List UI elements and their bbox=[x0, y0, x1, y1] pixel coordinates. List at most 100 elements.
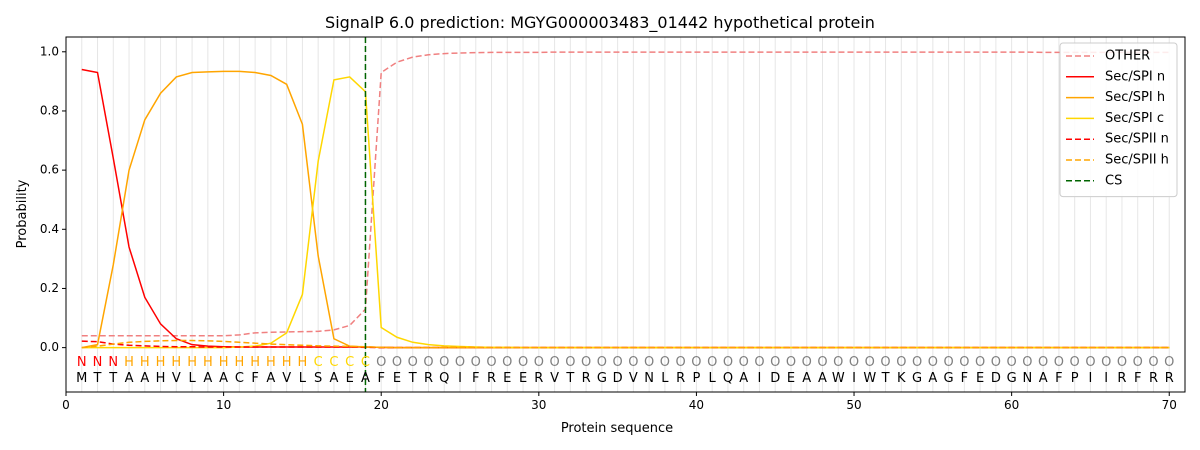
region-label: O bbox=[1117, 355, 1127, 370]
x-tick-label: 10 bbox=[216, 398, 231, 412]
sequence-letter: R bbox=[582, 371, 591, 386]
region-label: O bbox=[1164, 355, 1174, 370]
sequence-letter: L bbox=[661, 371, 669, 386]
region-label: O bbox=[628, 355, 638, 370]
region-label: O bbox=[581, 355, 591, 370]
sequence-letter: R bbox=[487, 371, 496, 386]
sequence-letter: T bbox=[408, 371, 417, 386]
sequence-letter: G bbox=[1007, 371, 1017, 386]
region-label: O bbox=[991, 355, 1001, 370]
sequence-letters-layer: NMNTNTHAHAHHHVHLHAHAHCHFHAHVHLCSCACECAOF… bbox=[76, 355, 1174, 386]
region-label: O bbox=[817, 355, 827, 370]
sequence-letter: F bbox=[377, 371, 384, 386]
sequence-letter: G bbox=[597, 371, 607, 386]
sequence-letter: R bbox=[534, 371, 543, 386]
sequence-letter: N bbox=[1023, 371, 1033, 386]
region-label: O bbox=[880, 355, 890, 370]
region-label: O bbox=[786, 355, 796, 370]
x-tick-label: 0 bbox=[62, 398, 70, 412]
sequence-letter: L bbox=[709, 371, 717, 386]
x-tick-label: 30 bbox=[531, 398, 546, 412]
legend-label: Sec/SPI n bbox=[1105, 69, 1165, 84]
region-label: O bbox=[565, 355, 575, 370]
sequence-letter: A bbox=[802, 371, 811, 386]
y-tick-label: 0.2 bbox=[40, 281, 59, 295]
sequence-letter: V bbox=[550, 371, 559, 386]
sequence-letter: T bbox=[881, 371, 890, 386]
region-label: H bbox=[187, 355, 197, 370]
sequence-letter: E bbox=[393, 371, 401, 386]
region-label: O bbox=[518, 355, 528, 370]
region-label: C bbox=[345, 355, 354, 370]
region-label: O bbox=[833, 355, 843, 370]
region-label: H bbox=[140, 355, 150, 370]
sequence-letter: F bbox=[251, 371, 258, 386]
sequence-letter: I bbox=[1104, 371, 1108, 386]
sequence-letter: T bbox=[565, 371, 574, 386]
region-label: O bbox=[376, 355, 386, 370]
sequence-letter: I bbox=[458, 371, 462, 386]
region-label: N bbox=[108, 355, 118, 370]
sequence-letter: T bbox=[93, 371, 102, 386]
region-label: O bbox=[1085, 355, 1095, 370]
sequence-letter: E bbox=[346, 371, 354, 386]
region-label: H bbox=[124, 355, 134, 370]
sequence-letter: H bbox=[156, 371, 166, 386]
sequence-letter: F bbox=[1134, 371, 1141, 386]
region-label: O bbox=[1054, 355, 1064, 370]
region-label: O bbox=[471, 355, 481, 370]
sequence-letter: I bbox=[1089, 371, 1093, 386]
series-line-other bbox=[81, 51, 1170, 337]
sequence-letter: V bbox=[629, 371, 638, 386]
region-label: O bbox=[644, 355, 654, 370]
sequence-letter: F bbox=[961, 371, 968, 386]
sequence-letter: R bbox=[424, 371, 433, 386]
sequence-letter: A bbox=[329, 371, 338, 386]
sequence-letter: L bbox=[188, 371, 196, 386]
region-label: O bbox=[392, 355, 402, 370]
legend-label: Sec/SPI h bbox=[1105, 90, 1165, 105]
sequence-letter: E bbox=[503, 371, 511, 386]
x-tick-label: 20 bbox=[374, 398, 389, 412]
region-label: O bbox=[1148, 355, 1158, 370]
grid-layer bbox=[81, 37, 1170, 392]
y-axis-label: Probability bbox=[15, 179, 30, 248]
y-tick-label: 0.0 bbox=[40, 340, 59, 354]
region-label: H bbox=[298, 355, 308, 370]
region-label: C bbox=[314, 355, 323, 370]
legend-box bbox=[1059, 42, 1178, 198]
sequence-letter: D bbox=[770, 371, 780, 386]
axis-ticks-layer: 0 10 20 30 40 50 60 70 0.0 0.2 0.4 0.6 0.8 1.0 bbox=[40, 44, 1177, 412]
sequence-letter: A bbox=[818, 371, 827, 386]
region-label: O bbox=[1007, 355, 1017, 370]
region-label: O bbox=[943, 355, 953, 370]
sequence-letter: P bbox=[1071, 371, 1079, 386]
sequence-letter: D bbox=[991, 371, 1001, 386]
region-label: H bbox=[219, 355, 229, 370]
sequence-letter: C bbox=[235, 371, 244, 386]
region-label: C bbox=[329, 355, 338, 370]
sequence-letter: A bbox=[219, 371, 228, 386]
region-label: O bbox=[1133, 355, 1143, 370]
sequence-letter: A bbox=[739, 371, 748, 386]
region-label: O bbox=[754, 355, 764, 370]
region-label: H bbox=[203, 355, 213, 370]
region-label: O bbox=[928, 355, 938, 370]
series-layer bbox=[81, 51, 1170, 349]
sequence-letter: W bbox=[832, 371, 845, 386]
region-label: O bbox=[896, 355, 906, 370]
region-label: N bbox=[77, 355, 87, 370]
region-label: H bbox=[282, 355, 292, 370]
region-label: O bbox=[723, 355, 733, 370]
region-label: H bbox=[266, 355, 276, 370]
series-line-sec-spii-h bbox=[81, 339, 1170, 349]
legend: OTHER Sec/SPI n Sec/SPI h Sec/SPI c Sec/SPII… bbox=[1059, 42, 1178, 198]
region-label: O bbox=[739, 355, 749, 370]
sequence-letter: N bbox=[644, 371, 654, 386]
sequence-letter: A bbox=[928, 371, 937, 386]
sequence-letter: Q bbox=[439, 371, 449, 386]
x-tick-label: 40 bbox=[689, 398, 704, 412]
sequence-letter: I bbox=[758, 371, 762, 386]
